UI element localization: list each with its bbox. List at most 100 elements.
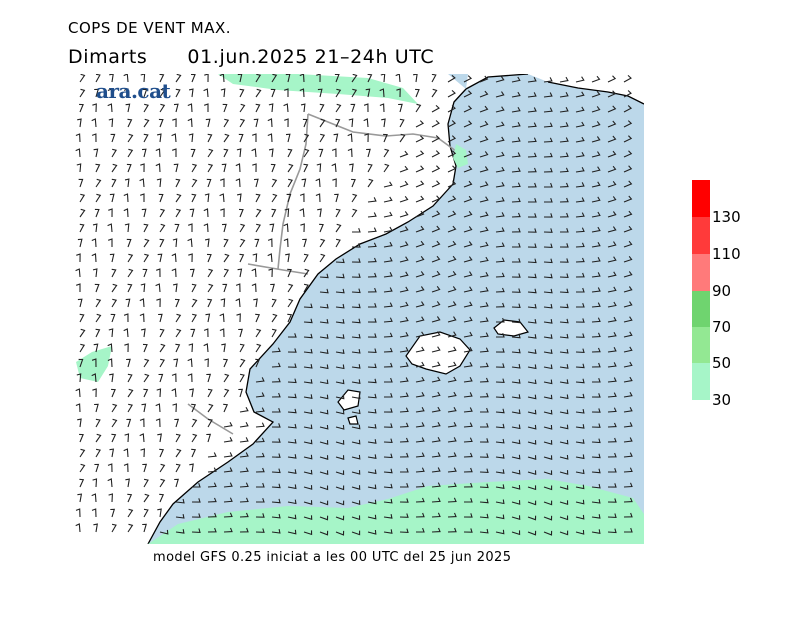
wind-barb [350, 103, 356, 113]
wind-barb [575, 106, 585, 113]
wind-barb [175, 328, 182, 338]
wind-barb [543, 213, 553, 218]
wind-barb [239, 223, 246, 233]
wind-barb [203, 223, 209, 233]
wind-barb [268, 148, 274, 158]
wind-barb [623, 105, 633, 113]
wind-barb [527, 167, 537, 173]
wind-barb [143, 253, 150, 263]
wind-barb [79, 193, 86, 203]
wind-barb [527, 349, 537, 354]
wind-barb [367, 439, 377, 444]
wind-barb [319, 379, 329, 385]
wind-barb [159, 358, 165, 368]
wind-barb [495, 136, 505, 143]
wind-barb [527, 409, 537, 415]
wind-barb [591, 166, 601, 173]
wind-barb [527, 228, 537, 233]
wind-barb [607, 271, 617, 278]
wind-barb [495, 76, 505, 83]
wind-barb [591, 393, 601, 398]
wind-barb [380, 74, 386, 83]
wind-barb [239, 358, 246, 368]
wind-barb [219, 313, 225, 323]
wind-barb [159, 74, 165, 83]
wind-barb [479, 135, 489, 143]
wind-barb [447, 255, 457, 263]
wind-barb [351, 379, 361, 384]
wind-barb [123, 193, 129, 203]
wind-barb [559, 379, 569, 384]
wind-barb [543, 92, 553, 98]
wind-barb [175, 433, 181, 443]
wind-barb [175, 448, 182, 458]
wind-barb [79, 208, 86, 218]
wind-barb [221, 163, 227, 173]
wind-barb [284, 88, 289, 97]
wind-area-west [76, 346, 112, 382]
wind-barb [511, 76, 521, 83]
wind-barb [447, 105, 456, 113]
wind-barb [303, 333, 313, 339]
wind-barb [383, 438, 393, 443]
wind-barb [447, 497, 457, 503]
wind-barb [319, 424, 329, 430]
wind-barb [463, 210, 473, 218]
wind-barb [543, 303, 553, 309]
wind-barb [431, 210, 441, 218]
wind-barb [351, 318, 361, 324]
wind-barb [399, 422, 409, 428]
wind-barb [463, 316, 473, 323]
wind-barb [77, 493, 83, 503]
wind-barb [559, 303, 569, 309]
wind-barb [559, 152, 569, 158]
wind-barb [351, 530, 361, 536]
wind-barb [188, 133, 194, 143]
wind-barb [255, 208, 262, 218]
wind-barb [367, 454, 377, 459]
wind-barb [367, 363, 377, 369]
wind-barb [255, 422, 265, 428]
wind-barb [447, 120, 457, 128]
wind-barb [479, 317, 489, 323]
wind-barb [559, 470, 569, 475]
wind-barb [400, 483, 409, 488]
wind-barb [463, 437, 473, 443]
wind-barb [383, 302, 393, 308]
wind-barb [431, 391, 441, 398]
wind-barb [463, 286, 473, 293]
wind-barb [253, 118, 259, 128]
wind-barb [559, 394, 569, 400]
wind-barb [383, 241, 393, 248]
wind-barb [302, 238, 307, 248]
wind-barb [527, 455, 537, 460]
wind-barb [287, 363, 297, 368]
wind-barb [495, 227, 505, 233]
wind-barb [142, 343, 148, 353]
wind-barb [76, 163, 82, 173]
wind-barb [219, 193, 225, 203]
wind-barb [139, 313, 145, 323]
legend-label-50: 50 [712, 354, 732, 372]
wind-barb [204, 74, 209, 83]
wind-barb [255, 482, 265, 488]
wind-barb [363, 118, 369, 128]
wind-barb [495, 242, 505, 248]
wind-barb [383, 377, 393, 383]
wind-barb [431, 497, 441, 503]
wind-barb [399, 528, 409, 533]
wind-barb [107, 88, 113, 98]
wind-barb [107, 478, 113, 488]
wind-barb [575, 424, 585, 429]
wind-barb [431, 255, 441, 263]
wind-barb [207, 148, 214, 158]
wind-barb [399, 301, 409, 308]
wind-barb [607, 105, 617, 113]
wind-barb [591, 287, 601, 293]
wind-barb [463, 150, 473, 158]
wind-barb [351, 288, 361, 294]
wind-barb [252, 163, 257, 173]
wind-barb [575, 76, 585, 83]
wind-barb [399, 392, 409, 398]
wind-barb [367, 378, 377, 384]
